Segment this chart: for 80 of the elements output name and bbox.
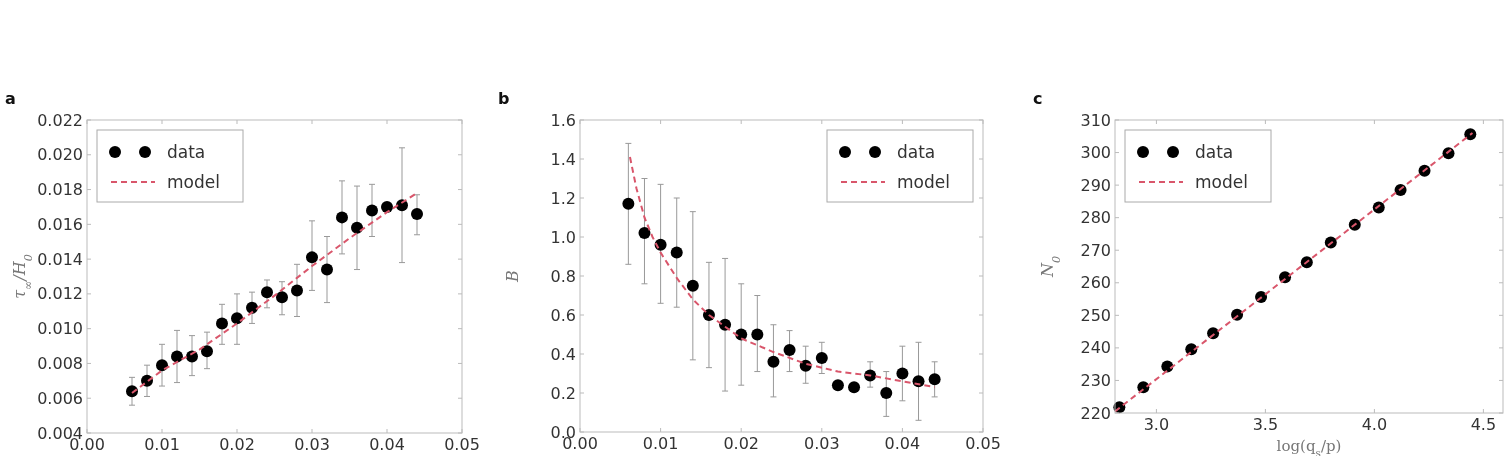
y-tick-label: 290 <box>1080 175 1111 195</box>
point <box>411 207 423 220</box>
y-tick-label: 0.006 <box>37 388 83 408</box>
point <box>201 345 213 358</box>
y-tick-label: 300 <box>1080 143 1111 163</box>
legend-label: data <box>897 141 936 162</box>
point <box>261 286 273 299</box>
y-tick-label: 0.010 <box>37 319 83 339</box>
point <box>815 351 828 364</box>
y-tick-label: 220 <box>1080 403 1111 423</box>
point <box>896 367 909 380</box>
point <box>291 284 303 297</box>
x-tick-label: 0.05 <box>444 435 480 454</box>
point <box>231 312 243 325</box>
y-tick-label: 1.4 <box>550 149 576 169</box>
legend-label: data <box>1195 141 1234 162</box>
y-tick-label: 0.012 <box>37 284 83 304</box>
x-tick-label: 0.03 <box>803 434 840 453</box>
y-tick-label: 280 <box>1080 208 1111 228</box>
point <box>381 200 393 213</box>
y-tick-label: 240 <box>1080 338 1111 358</box>
y-tick-label: 0.8 <box>550 266 576 286</box>
y-tick-label: 0.014 <box>37 249 83 269</box>
point <box>880 387 893 399</box>
legend-label: model <box>1195 171 1248 192</box>
point <box>246 301 258 314</box>
y-tick-label: 0.008 <box>37 354 83 374</box>
point <box>767 355 780 368</box>
y-tick-label: 0.018 <box>37 180 83 200</box>
x-tick-label: 0.01 <box>642 434 679 453</box>
point <box>216 317 228 330</box>
y-tick-label: 260 <box>1080 273 1111 293</box>
point <box>783 344 796 357</box>
y-tick-label: 310 <box>1080 110 1111 130</box>
legend-label: model <box>167 171 220 192</box>
point <box>670 246 683 259</box>
y-tick-label: 1.2 <box>550 188 576 208</box>
x-tick-label: 0.02 <box>219 435 255 454</box>
legend-label: model <box>897 171 950 192</box>
point <box>751 328 764 341</box>
point <box>848 381 861 394</box>
y-tick-label: 1.6 <box>550 110 576 130</box>
point <box>156 359 168 372</box>
y-tick-label: 0.022 <box>37 110 83 130</box>
chart-title: c <box>1033 89 1043 108</box>
point <box>622 197 635 210</box>
y-tick-label: 0.016 <box>37 214 83 234</box>
y-tick-label: 0.6 <box>550 305 576 325</box>
y-tick-label: 230 <box>1080 371 1111 391</box>
x-tick-label: 4.5 <box>1470 415 1497 434</box>
point <box>276 291 288 304</box>
point <box>928 373 941 386</box>
x-tick-label: 0.04 <box>884 434 921 453</box>
point <box>686 279 699 292</box>
point <box>831 379 844 392</box>
chart-title: a <box>5 89 16 108</box>
point <box>366 204 378 217</box>
x-tick-label: 0.04 <box>369 435 405 454</box>
x-tick-label: 0.05 <box>965 434 1001 453</box>
y-tick-label: 270 <box>1080 240 1111 260</box>
x-tick-label: 4.0 <box>1361 415 1388 434</box>
y-tick-label: 0.2 <box>550 383 576 403</box>
y-tick-label: 1.0 <box>550 227 576 247</box>
y-tick-label: 250 <box>1080 305 1111 325</box>
point <box>336 211 348 224</box>
x-tick-label: 0.01 <box>144 435 180 454</box>
x-tick-label: 3.5 <box>1252 415 1279 434</box>
chart-title: b <box>498 89 510 108</box>
legend-label: data <box>167 141 206 162</box>
x-tick-label: 0.02 <box>723 434 760 453</box>
point <box>321 263 333 276</box>
y-tick-label: 0.020 <box>37 145 83 165</box>
y-axis-title: B <box>503 269 522 283</box>
y-tick-label: 0.4 <box>550 344 576 364</box>
x-tick-label: 0.03 <box>294 435 330 454</box>
point <box>171 350 183 363</box>
point <box>638 227 651 240</box>
point <box>306 251 318 264</box>
point <box>351 221 363 234</box>
x-tick-label: 3.0 <box>1143 415 1170 434</box>
